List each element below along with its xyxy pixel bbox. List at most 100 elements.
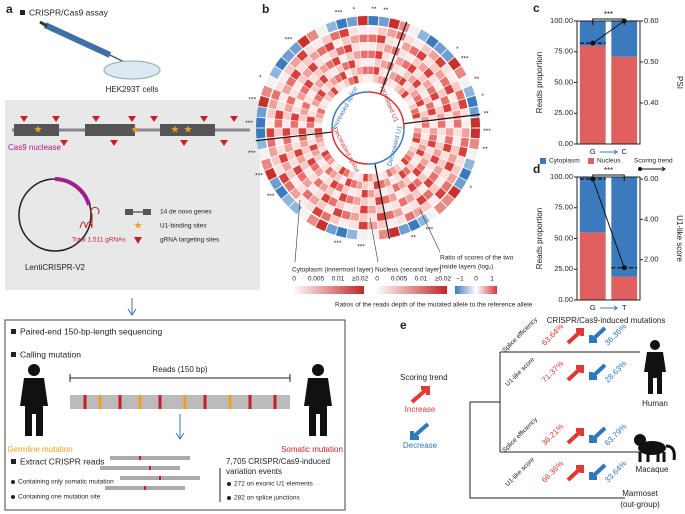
heatmap-cell — [343, 202, 353, 212]
heatmap-cell — [402, 176, 412, 186]
heatmap-cell — [299, 85, 310, 95]
heatmap-cell — [296, 155, 307, 165]
heatmap-cell — [338, 80, 347, 90]
y2-tick-label: 0.40 — [644, 98, 659, 107]
heatmap-cell — [285, 76, 297, 88]
heatmap-cell — [331, 56, 341, 67]
heatmap-cell — [427, 108, 437, 116]
ratio-cell — [281, 193, 295, 207]
plot-frame — [576, 176, 641, 301]
ratio-cell — [306, 213, 320, 227]
ratio-cell — [378, 229, 390, 240]
y-tick-label: 100.00 — [550, 172, 573, 181]
heatmap-cell — [268, 98, 278, 110]
ratio-cell — [306, 29, 320, 43]
heatmap-cell — [342, 78, 351, 88]
ratio-cell — [260, 158, 273, 171]
heatmap-cell — [314, 188, 325, 199]
heatmap-cell — [381, 170, 389, 180]
heatmap-cell — [341, 210, 351, 220]
heatmap-cell — [393, 173, 402, 183]
heatmap-cell — [285, 168, 297, 180]
heatmap-cell — [306, 157, 317, 167]
heatmap-cell — [283, 180, 296, 193]
heatmap-cell — [375, 196, 383, 206]
significance-bracket — [592, 18, 625, 25]
heatmap-cell — [407, 182, 417, 193]
heatmap-cell — [380, 187, 388, 197]
heatmap-cell — [426, 85, 437, 95]
heatmap-cell — [307, 110, 317, 118]
heatmap-cell — [408, 102, 418, 111]
heatmap-cell — [398, 49, 409, 60]
heatmap-cell — [302, 189, 314, 201]
leader-lines — [294, 199, 441, 263]
ratio-cell — [425, 35, 439, 49]
heatmap-cell — [354, 58, 362, 68]
ratio-cell — [378, 16, 390, 27]
ratio-cell — [357, 16, 368, 26]
heatmap-cell — [302, 67, 313, 79]
heatmap-cell — [301, 101, 311, 110]
heatmap-cell — [329, 66, 339, 77]
heatmap-cell — [303, 43, 316, 56]
heatmap-cell — [296, 49, 309, 62]
sector-divider — [374, 163, 391, 240]
heatmap-cell — [310, 84, 320, 94]
heatmap-cell — [308, 73, 319, 84]
heatmap-cell — [402, 166, 412, 176]
decrease-arrow — [589, 363, 607, 380]
heatmap-cell — [334, 163, 343, 173]
heatmap-cell — [314, 122, 323, 128]
heatmap-cell — [407, 74, 417, 84]
heatmap-cell — [412, 112, 421, 119]
vector-label: LentiCRISPR-V2 — [25, 263, 86, 272]
heatmap-cell — [422, 189, 434, 201]
bullet-text: Containing one mutation site — [18, 494, 101, 501]
heatmap-cell — [323, 153, 333, 162]
heatmap-cell — [266, 128, 275, 138]
ratio-cell — [264, 167, 277, 181]
heatmap-cell — [444, 135, 454, 145]
ratio-cell — [297, 35, 311, 49]
significance-bracket — [592, 174, 625, 181]
trend-title: Scoring trend — [400, 373, 448, 382]
ratio-cell — [453, 176, 467, 190]
ratio-cell — [463, 158, 476, 171]
heatmap-cell — [412, 137, 421, 144]
legend-line — [640, 166, 666, 172]
significance: ** — [411, 235, 417, 242]
significance: *** — [357, 244, 365, 251]
heatmap-cell — [420, 200, 433, 213]
heatmap-cell — [393, 73, 402, 83]
heatmap-cell — [381, 52, 391, 61]
heatmap-cell — [351, 204, 361, 214]
legend-text: U1-binding sites — [160, 223, 207, 230]
heatmap-cell — [437, 128, 446, 136]
heatmap-cell — [320, 84, 330, 94]
decrease-pct: 28.63% — [603, 359, 629, 385]
heatmap-cell — [442, 103, 452, 113]
heatmap-cell — [419, 89, 430, 99]
significance: * — [352, 7, 355, 14]
heatmap-cell — [298, 128, 307, 135]
metric-label: Splice efficiency — [501, 316, 539, 354]
heatmap-cell — [412, 79, 422, 89]
heatmap-cell — [397, 86, 406, 96]
ratio-cell — [416, 29, 430, 43]
heatmap-cell — [368, 58, 375, 67]
colorbar-tick: 0.005 — [391, 276, 408, 283]
heatmap-cell — [434, 56, 447, 69]
heatmap-cell — [385, 210, 395, 220]
heatmap-cell — [381, 195, 391, 204]
svg-text:★: ★ — [171, 125, 180, 136]
heatmap-cell — [383, 202, 393, 212]
heatmap-cell — [286, 95, 296, 106]
heatmap-cell — [339, 71, 348, 81]
y-tick-label: 75.00 — [554, 47, 573, 56]
heatmap-cell — [368, 74, 374, 83]
trend-point — [590, 40, 596, 46]
heatmap-cell — [350, 179, 358, 189]
heatmap-cell — [406, 149, 416, 158]
